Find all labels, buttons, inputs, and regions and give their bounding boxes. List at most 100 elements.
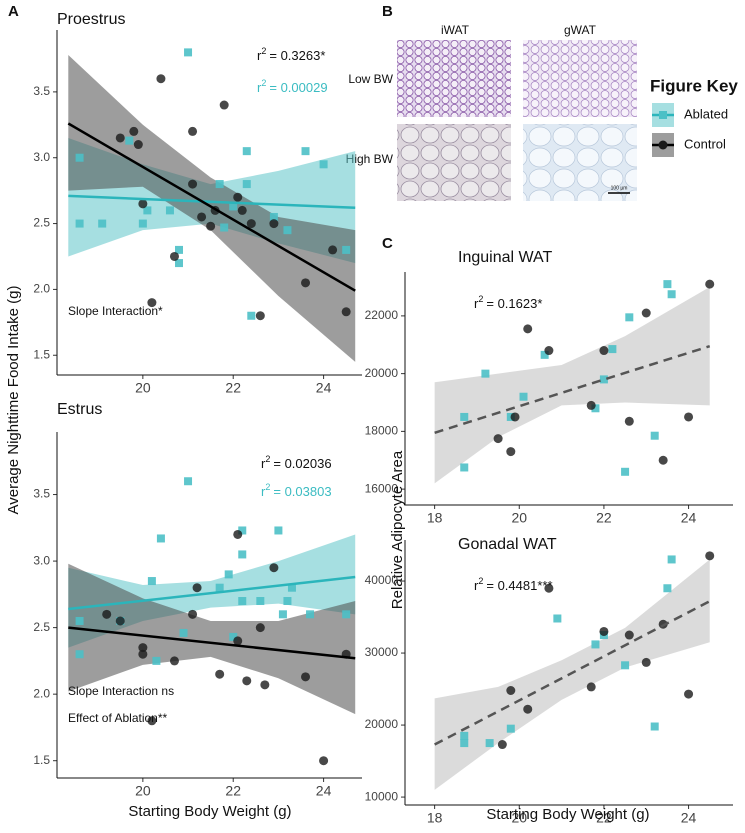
confidence-band [434, 559, 710, 790]
r-symbol: r [261, 456, 266, 471]
r-squared: r2 = 0.3263* [257, 46, 325, 63]
point [147, 577, 156, 586]
point [147, 716, 157, 726]
panel-label: B [382, 3, 393, 20]
point [255, 623, 265, 633]
point [220, 223, 229, 232]
point [115, 616, 125, 626]
point [75, 153, 84, 162]
point [179, 628, 188, 637]
point [667, 555, 676, 564]
point [188, 179, 198, 189]
point [481, 369, 490, 378]
y-axis-label: Average Nighttime Food Intake (g) [5, 285, 22, 514]
scale-bar-label: 100 µm [611, 185, 628, 191]
r-value: = 0.3263* [269, 48, 325, 63]
r-squared: r2 = 0.1623* [474, 294, 542, 311]
x-tick-label: 24 [316, 380, 332, 396]
point [256, 597, 265, 606]
point [599, 626, 609, 636]
r-exponent: 2 [478, 576, 483, 586]
point [238, 550, 247, 559]
y-tick-label: 2.0 [33, 686, 50, 700]
r-exponent: 2 [478, 294, 483, 304]
point [506, 686, 516, 696]
point [608, 345, 617, 354]
point [328, 245, 338, 255]
point [129, 126, 139, 136]
annotation: Effect of Ablation** [68, 711, 168, 725]
point [624, 416, 634, 426]
point [684, 412, 694, 422]
point [197, 212, 207, 222]
point [188, 609, 198, 619]
y-tick-label: 22000 [365, 308, 399, 322]
y-tick-label: 3.0 [33, 553, 50, 567]
point [115, 133, 125, 143]
r-symbol: r [257, 48, 262, 63]
legend-label: Control [684, 136, 726, 151]
r-value: = 0.4481*** [486, 578, 552, 593]
point [493, 434, 503, 444]
point [663, 584, 672, 593]
r-symbol: r [257, 80, 262, 95]
point [283, 226, 292, 235]
point [540, 350, 549, 359]
chart-title: Proestrus [57, 11, 125, 28]
x-tick-label: 24 [681, 810, 697, 826]
point [599, 375, 608, 384]
fit-line [68, 575, 356, 611]
point [75, 616, 84, 625]
point [102, 609, 112, 619]
confidence-band [434, 287, 710, 484]
fit-line [68, 626, 356, 660]
point [460, 731, 469, 740]
point [192, 583, 202, 593]
point [215, 180, 224, 189]
point [169, 251, 179, 261]
r-symbol: r [261, 484, 266, 499]
x-tick-label: 22 [225, 380, 241, 396]
legend-label: Ablated [684, 106, 728, 121]
point [278, 610, 287, 619]
micrograph [523, 124, 637, 201]
point [641, 657, 651, 667]
point [460, 412, 469, 421]
point [184, 48, 193, 57]
point [138, 649, 148, 659]
point [206, 221, 216, 231]
point [342, 245, 351, 254]
point [215, 669, 225, 679]
r-symbol: r [474, 296, 479, 311]
point [650, 722, 659, 731]
point [523, 704, 533, 714]
chart-title: Gonadal WAT [458, 536, 557, 553]
point [319, 756, 329, 766]
point [591, 640, 600, 649]
y-tick-label: 18000 [365, 424, 399, 438]
point [269, 563, 279, 573]
panel-label: C [382, 235, 393, 252]
point [188, 126, 198, 136]
x-tick-label: 22 [596, 810, 612, 826]
y-axis-label: Relative Adipocyte Area [389, 450, 406, 609]
point [233, 192, 243, 202]
point [233, 636, 243, 646]
point [238, 597, 247, 606]
r-squared: r2 = 0.4481*** [474, 576, 553, 593]
point [586, 682, 596, 692]
point [319, 160, 328, 169]
point [705, 551, 715, 561]
micrographs: 100 µm iWAT gWAT Low BW High BW [346, 23, 637, 201]
point [143, 206, 152, 215]
micrograph [397, 40, 511, 117]
legend-title: Figure Key [650, 76, 738, 95]
point [497, 740, 507, 750]
point [242, 180, 251, 189]
point [460, 739, 469, 748]
row-label: Low BW [348, 72, 393, 86]
point [301, 672, 311, 682]
x-tick-label: 18 [427, 810, 443, 826]
point [184, 477, 193, 486]
point [301, 278, 311, 288]
